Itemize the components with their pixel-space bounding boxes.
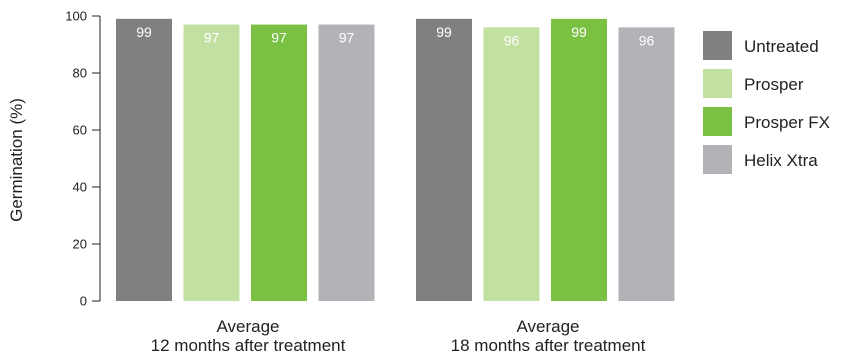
category-label: 18 months after treatment bbox=[451, 336, 646, 355]
bars: 99 99 97 96 97 99 97 96 bbox=[116, 18, 675, 302]
bar-value-label: 99 bbox=[136, 24, 152, 40]
category-label: Average bbox=[516, 317, 579, 336]
y-axis: 0 20 40 60 80 100 bbox=[65, 9, 101, 309]
legend: Untreated Prosper Prosper FX Helix Xtra bbox=[703, 31, 830, 174]
legend-label: Prosper bbox=[744, 75, 804, 94]
y-axis-title: Germination (%) bbox=[7, 98, 26, 222]
bar-value-label: 96 bbox=[504, 32, 520, 48]
bar-value-label: 96 bbox=[639, 32, 655, 48]
bar bbox=[318, 24, 375, 302]
bar bbox=[416, 18, 472, 301]
legend-label: Untreated bbox=[744, 37, 819, 56]
bar bbox=[183, 24, 240, 302]
bar bbox=[483, 27, 540, 302]
y-tick-label: 0 bbox=[80, 294, 87, 309]
bar bbox=[551, 18, 607, 301]
bar-value-label: 97 bbox=[204, 30, 220, 46]
y-tick-label: 60 bbox=[73, 123, 87, 138]
y-tick-label: 40 bbox=[73, 180, 87, 195]
y-tick-label: 20 bbox=[73, 237, 87, 252]
bar-value-label: 97 bbox=[271, 30, 287, 46]
category-label: Average bbox=[216, 317, 279, 336]
legend-swatch bbox=[703, 31, 732, 60]
legend-swatch bbox=[703, 107, 732, 136]
bar-value-label: 97 bbox=[339, 30, 355, 46]
legend-label: Helix Xtra bbox=[744, 151, 818, 170]
bar bbox=[251, 24, 307, 302]
bar bbox=[618, 27, 675, 302]
legend-swatch bbox=[703, 145, 732, 174]
bar bbox=[116, 18, 172, 301]
category-label: 12 months after treatment bbox=[151, 336, 346, 355]
y-tick-label: 100 bbox=[65, 9, 87, 24]
bar-value-label: 99 bbox=[436, 24, 452, 40]
legend-label: Prosper FX bbox=[744, 113, 830, 132]
legend-swatch bbox=[703, 69, 732, 98]
bar-value-label: 99 bbox=[571, 24, 587, 40]
y-tick-label: 80 bbox=[73, 66, 87, 81]
